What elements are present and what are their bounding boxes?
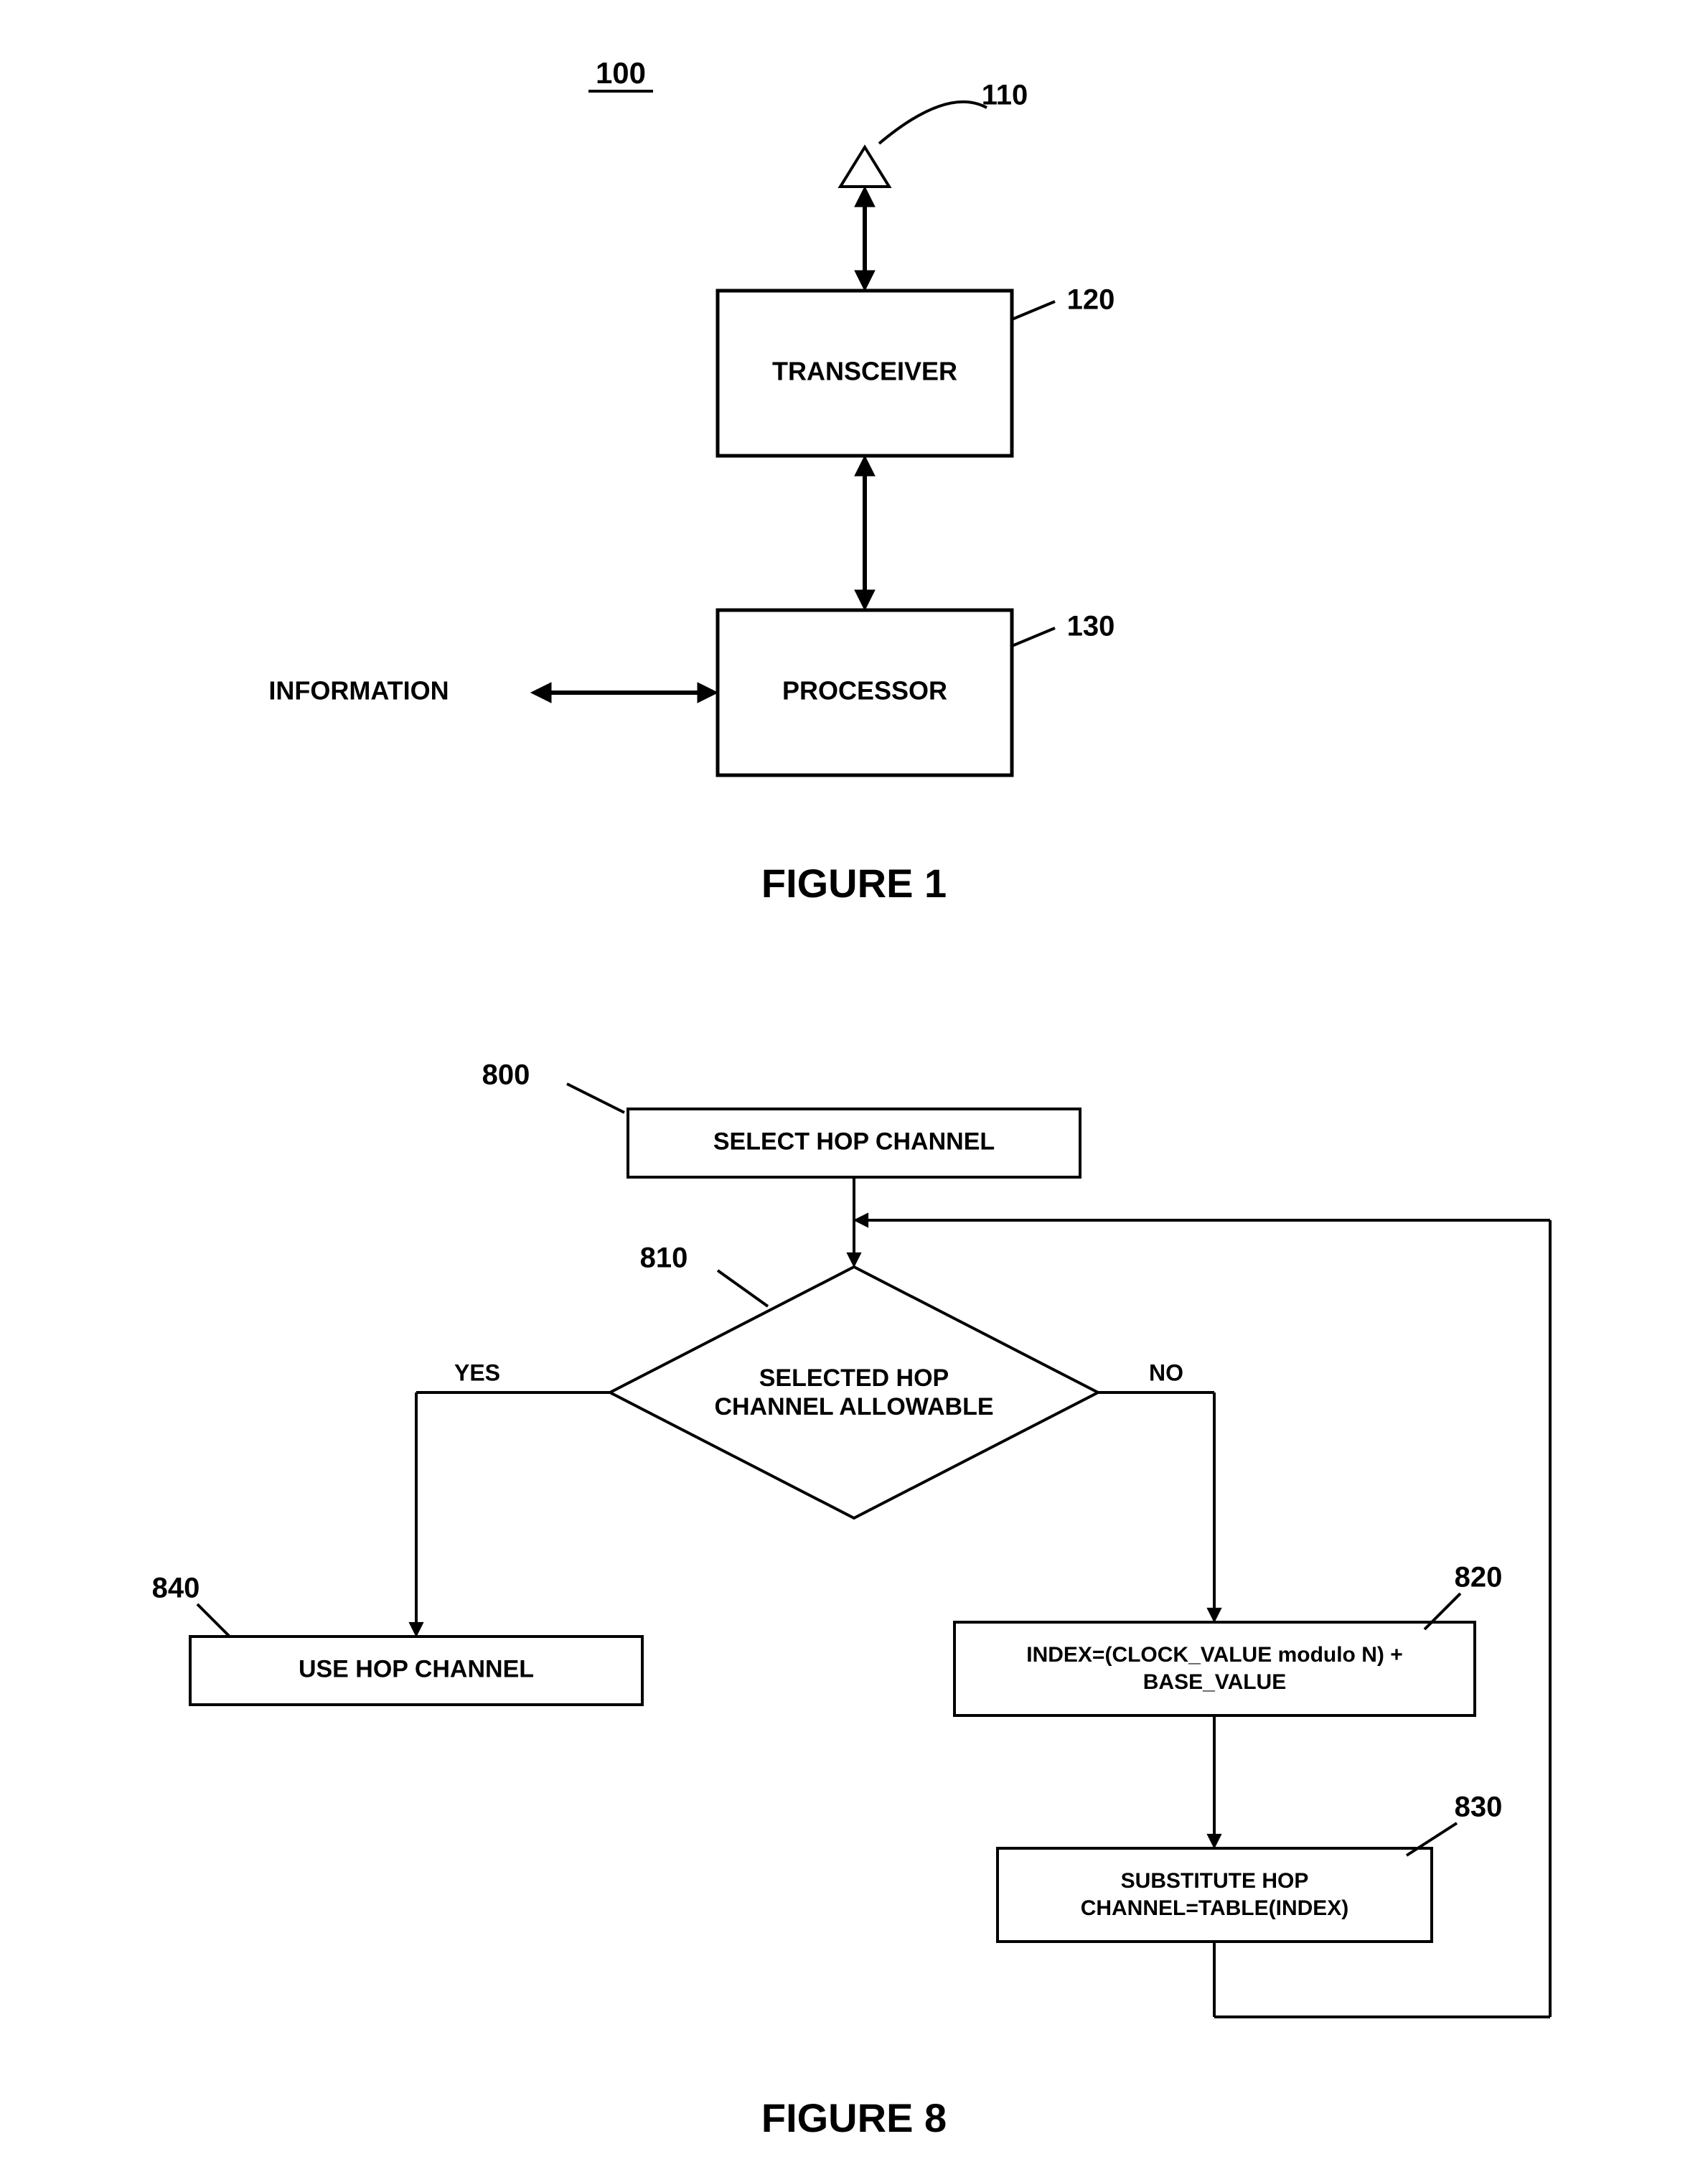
svg-text:820: 820: [1455, 1562, 1503, 1593]
box-820: [954, 1622, 1475, 1715]
svg-text:810: 810: [640, 1242, 688, 1274]
antenna: [840, 147, 889, 187]
svg-text:INDEX=(CLOCK_VALUE modulo N) +: INDEX=(CLOCK_VALUE modulo N) +: [1026, 1643, 1402, 1667]
callout-120: 120: [1067, 284, 1115, 316]
svg-text:SELECT HOP CHANNEL: SELECT HOP CHANNEL: [713, 1128, 995, 1155]
svg-text:BASE_VALUE: BASE_VALUE: [1143, 1670, 1286, 1694]
svg-text:840: 840: [152, 1573, 200, 1604]
svg-text:830: 830: [1455, 1792, 1503, 1823]
svg-text:CHANNEL=TABLE(INDEX): CHANNEL=TABLE(INDEX): [1081, 1896, 1349, 1920]
svg-text:FIGURE 1: FIGURE 1: [761, 861, 947, 906]
svg-text:SUBSTITUTE HOP: SUBSTITUTE HOP: [1121, 1869, 1309, 1893]
processor-label: PROCESSOR: [782, 676, 947, 706]
callout-130: 130: [1067, 611, 1115, 642]
callout-110: 110: [982, 80, 1028, 111]
svg-text:SELECTED HOP: SELECTED HOP: [759, 1364, 949, 1392]
svg-text:YES: YES: [454, 1359, 500, 1385]
svg-text:CHANNEL ALLOWABLE: CHANNEL ALLOWABLE: [714, 1393, 993, 1420]
svg-text:USE HOP CHANNEL: USE HOP CHANNEL: [299, 1655, 534, 1682]
fig1-ref: 100: [596, 56, 646, 90]
svg-text:NO: NO: [1149, 1359, 1183, 1385]
box-830: [998, 1848, 1432, 1942]
transceiver-label: TRANSCEIVER: [772, 357, 957, 386]
svg-text:FIGURE 8: FIGURE 8: [761, 2095, 947, 2140]
svg-text:800: 800: [482, 1059, 530, 1091]
information-label: INFORMATION: [268, 676, 449, 706]
